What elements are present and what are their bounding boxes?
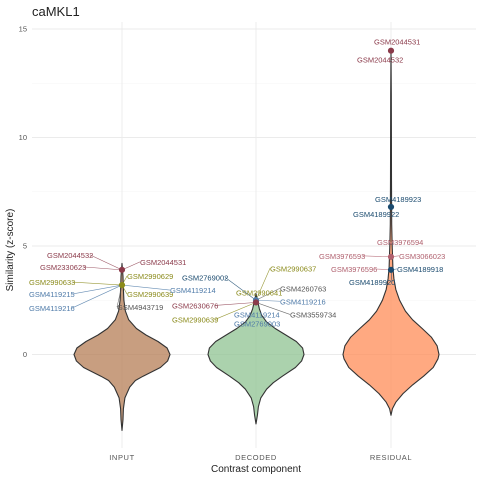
- highlight-point: [387, 266, 395, 273]
- point-label: GSM2044532: [47, 251, 93, 260]
- label-leader: [116, 284, 123, 308]
- y-axis-ticks: 0 5 10 15: [19, 25, 27, 360]
- x-tick-label: INPUT: [109, 453, 135, 462]
- point-label: GSM4189922: [353, 210, 399, 219]
- point-label: GSM4119216: [29, 304, 75, 313]
- violin-decoded: [207, 293, 305, 425]
- point-label: GSM4119216: [280, 297, 326, 306]
- point-label: GSM2769002: [182, 273, 228, 282]
- y-tick-label: 0: [23, 350, 27, 359]
- label-leader: [255, 299, 281, 302]
- label-leader: [361, 255, 392, 258]
- point-label: GSM2330623: [40, 263, 86, 272]
- label-leader: [71, 281, 123, 286]
- highlight-point: [118, 266, 126, 273]
- highlight-point: [252, 299, 260, 306]
- label-leader: [82, 266, 123, 271]
- point-label: GSM2990639: [172, 315, 218, 324]
- point-label: GSM4189918: [397, 265, 443, 274]
- point-label: GSM2990639: [127, 290, 173, 299]
- point-labels: GSM2044532 GSM2044531 GSM2330623 GSM2990629…: [29, 38, 445, 329]
- point-label: GSM4119215: [29, 290, 75, 299]
- label-leader: [121, 261, 141, 271]
- point-label: GSM3976593: [319, 252, 365, 261]
- point-label: GSM2044531: [140, 258, 186, 267]
- point-label: GSM2990629: [127, 272, 173, 281]
- highlight-point: [118, 281, 126, 289]
- label-leader: [121, 284, 171, 291]
- point-label: GSM4943719: [117, 303, 163, 312]
- label-leader: [71, 284, 123, 309]
- point-label: GSM4189920: [349, 278, 395, 287]
- point-label: GSM2769003: [234, 319, 280, 328]
- point-label: GSM3976594: [377, 238, 423, 247]
- x-tick-label: RESIDUAL: [370, 453, 412, 462]
- y-tick-label: 15: [19, 25, 27, 34]
- violin-residual: [342, 50, 440, 416]
- violin-input: [73, 262, 171, 431]
- x-axis-ticks: INPUT DECODED RESIDUAL: [109, 453, 412, 462]
- point-label: GSM2044532: [357, 56, 403, 65]
- point-label: GSM3559734: [290, 310, 336, 319]
- y-tick-label: 10: [19, 133, 27, 142]
- y-axis-label: Similarity (z-score): [5, 209, 16, 292]
- label-leader: [255, 287, 281, 301]
- highlight-point: [387, 253, 395, 260]
- point-label: GSM2044531: [374, 38, 420, 47]
- point-label: GSM4189923: [375, 195, 421, 204]
- point-label: GSM2630676: [172, 301, 218, 310]
- point-label: GSM4260763: [280, 284, 326, 293]
- label-leader: [255, 268, 271, 301]
- label-leader: [71, 284, 123, 295]
- point-label: GSM3066023: [399, 252, 445, 261]
- label-leader: [255, 302, 291, 315]
- highlight-point: [387, 47, 395, 54]
- label-leader: [89, 254, 123, 271]
- highlight-points: [118, 47, 395, 306]
- point-label: GSM2990637: [270, 264, 316, 273]
- point-label: GSM2990641: [236, 288, 282, 297]
- x-tick-label: DECODED: [235, 453, 277, 462]
- label-leader: [224, 277, 257, 301]
- point-label: GSM3976596: [331, 265, 377, 274]
- point-label: GSM2990633: [29, 278, 75, 287]
- label-leaders: [71, 254, 400, 320]
- violins: [73, 50, 440, 431]
- x-axis-label: Contrast component: [211, 464, 301, 475]
- chart-title: caMKL1: [32, 4, 80, 19]
- label-leader: [214, 302, 257, 320]
- highlight-point: [387, 203, 395, 211]
- point-label: GSM4119214: [234, 310, 280, 319]
- label-leader: [214, 302, 257, 306]
- y-tick-label: 5: [23, 242, 27, 251]
- point-label: GSM4119214: [170, 286, 216, 295]
